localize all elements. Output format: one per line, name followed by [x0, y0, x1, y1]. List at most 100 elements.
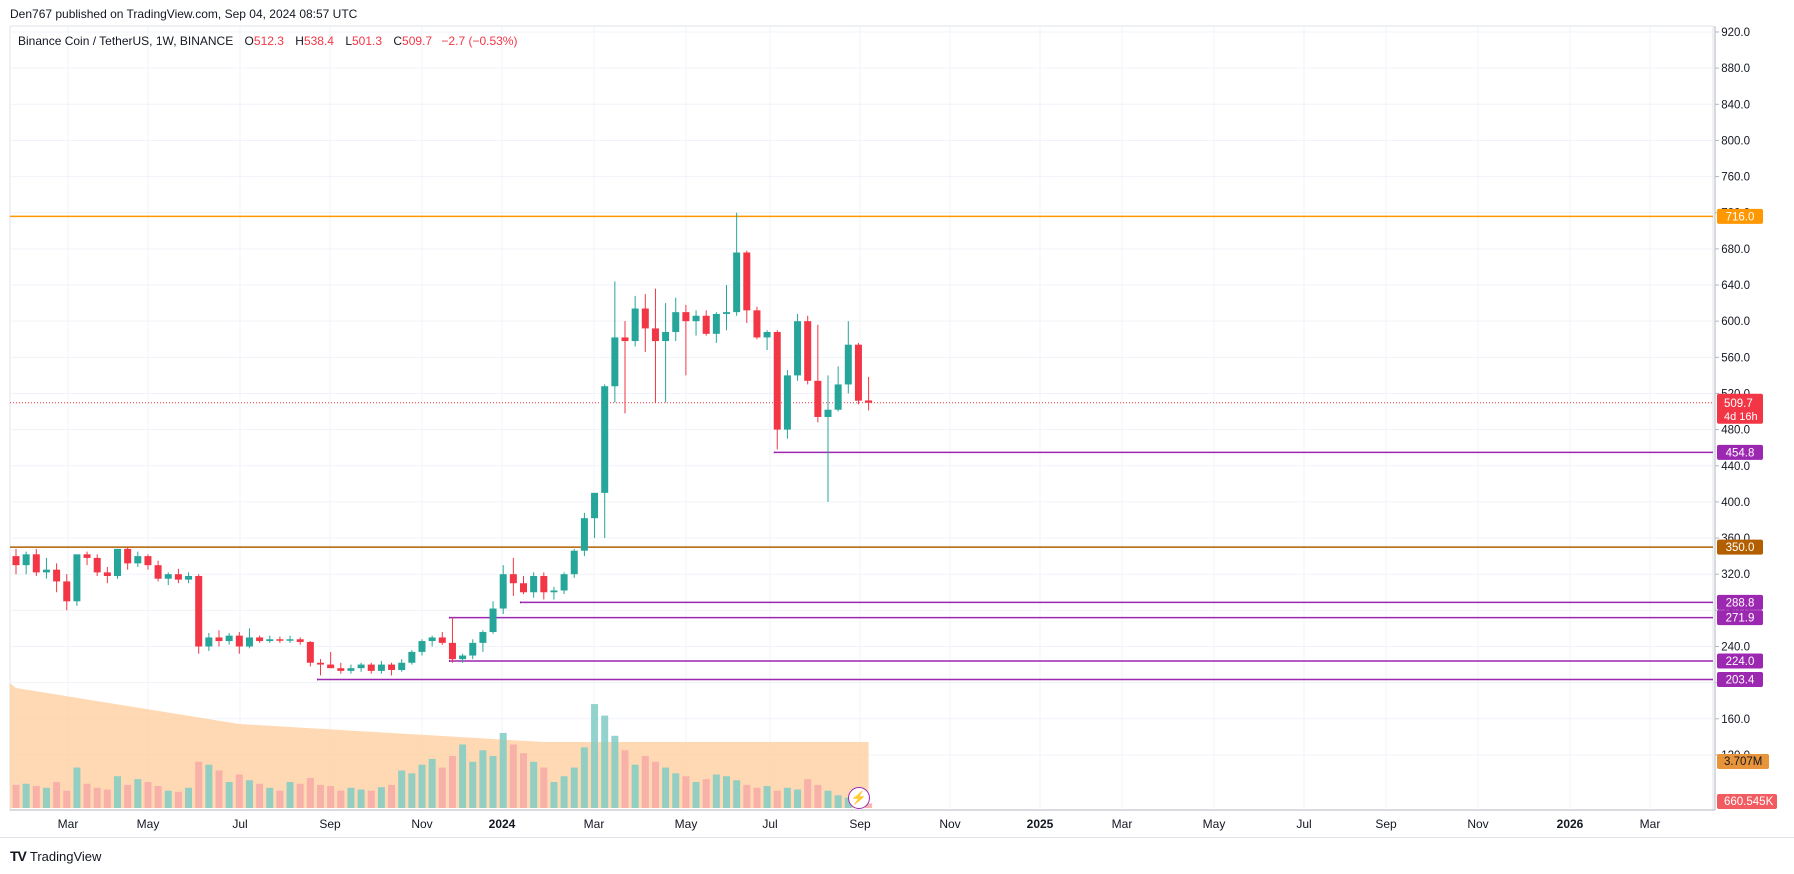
candle-body — [276, 639, 284, 641]
volume-bar — [804, 779, 812, 808]
volume-bar — [723, 776, 730, 808]
candle-body — [367, 664, 375, 671]
volume-bar — [743, 784, 751, 808]
candle-body — [540, 576, 548, 593]
x-tick-label: May — [137, 817, 160, 831]
candle-body — [621, 337, 629, 342]
axis-price-tags: 716.0 454.8 350.0 288.8 271.9 224.0 203.4 509.7… — [1717, 208, 1777, 809]
candle-body — [144, 556, 152, 566]
volume-bar — [448, 756, 456, 808]
candle-body — [530, 576, 538, 593]
candle-body — [570, 550, 578, 575]
x-tick-label: Jul — [232, 817, 247, 831]
y-tick-label: 760.0 — [1721, 172, 1750, 184]
candle-body — [174, 574, 182, 580]
candle-body — [834, 384, 842, 410]
volume-bar — [347, 787, 355, 808]
y-tick-label: 400.0 — [1721, 497, 1750, 509]
candle-body — [388, 664, 396, 670]
volume-bar — [682, 776, 690, 808]
x-tick-label: Mar — [58, 817, 79, 831]
candle-body — [672, 312, 680, 333]
high-key: H — [295, 34, 304, 48]
x-tick-label: Nov — [411, 817, 432, 831]
candle-body — [448, 642, 456, 660]
x-tick-label: May — [675, 817, 698, 831]
volume-ma-tag-bg — [1717, 754, 1769, 769]
time-axis[interactable]: Mar May Jul Sep Nov 2024 Mar May Jul Sep Nov 2025 Ma… — [58, 817, 1661, 831]
candle-body — [438, 637, 446, 643]
volume-bar — [215, 770, 223, 808]
x-tick-label: May — [1203, 817, 1226, 831]
candle-body — [408, 651, 416, 663]
level-tag-bg — [1717, 539, 1763, 555]
candle-body — [854, 344, 862, 401]
volume-bar — [520, 753, 527, 808]
volume-bar — [702, 779, 710, 808]
candle-body — [12, 556, 20, 566]
volume-bar — [32, 786, 40, 808]
candle-body — [783, 375, 791, 430]
candle-body — [580, 518, 588, 551]
volume-bar — [641, 756, 649, 808]
lightning-icon[interactable]: ⚡ — [848, 787, 870, 809]
x-tick-label: Jul — [1296, 817, 1311, 831]
volume-tag-bg — [1717, 794, 1777, 809]
candle-body — [763, 332, 771, 338]
volume-bar — [124, 784, 132, 808]
horizontal-levels — [10, 215, 1713, 681]
volume-bar — [154, 786, 162, 808]
volume-bar — [783, 787, 791, 808]
candle-body — [844, 344, 852, 385]
candle-body — [804, 321, 812, 381]
candle-body — [205, 637, 213, 647]
level-tag-bg — [1717, 653, 1763, 669]
volume-bar — [773, 790, 781, 808]
volume-bar — [93, 787, 101, 808]
volume-bar — [733, 780, 741, 808]
volume-bar — [621, 750, 629, 808]
volume-bar — [195, 761, 203, 808]
volume-bar — [509, 744, 517, 808]
volume-bar — [662, 767, 670, 808]
volume-bar — [631, 764, 639, 808]
candle-body — [743, 252, 751, 311]
volume-bar — [377, 787, 385, 808]
volume-bar — [205, 764, 213, 808]
candle-body — [53, 569, 61, 582]
level-tag: 288.8 — [1726, 597, 1755, 609]
volume-bar — [398, 770, 406, 808]
volume-bar — [438, 767, 446, 808]
volume-bar — [540, 767, 548, 808]
y-tick-label: 320.0 — [1721, 569, 1750, 581]
volume-bar — [611, 735, 619, 808]
level-tag-bg — [1717, 208, 1763, 224]
x-tick-label: Sep — [1375, 817, 1397, 831]
level-tag: 454.8 — [1726, 447, 1755, 459]
y-tick-label: 600.0 — [1721, 316, 1750, 328]
volume-bar — [73, 767, 81, 808]
candle-body — [63, 581, 71, 602]
volume-bar — [580, 747, 588, 808]
tradingview-logo-icon: TV — [10, 848, 27, 864]
candle-body — [509, 574, 517, 584]
volume-bar — [530, 761, 538, 808]
level-tag: 350.0 — [1726, 542, 1755, 554]
volume-bar — [479, 750, 487, 808]
symbol-label: Binance Coin / TetherUS, 1W, BINANCE — [18, 34, 234, 48]
candle-body — [103, 572, 111, 577]
candle-body — [773, 332, 781, 430]
candle-body — [357, 664, 365, 669]
candle-body — [154, 565, 162, 579]
candle-body — [225, 635, 233, 642]
volume-bar — [42, 787, 50, 808]
candle-body — [32, 554, 40, 573]
volume-bar — [53, 782, 61, 808]
y-tick-label: 240.0 — [1721, 641, 1750, 653]
candle-body — [256, 637, 264, 642]
level-tag: 203.4 — [1726, 675, 1755, 687]
candle-body — [327, 664, 335, 669]
candle-body — [459, 655, 467, 660]
candle-body — [114, 548, 121, 577]
